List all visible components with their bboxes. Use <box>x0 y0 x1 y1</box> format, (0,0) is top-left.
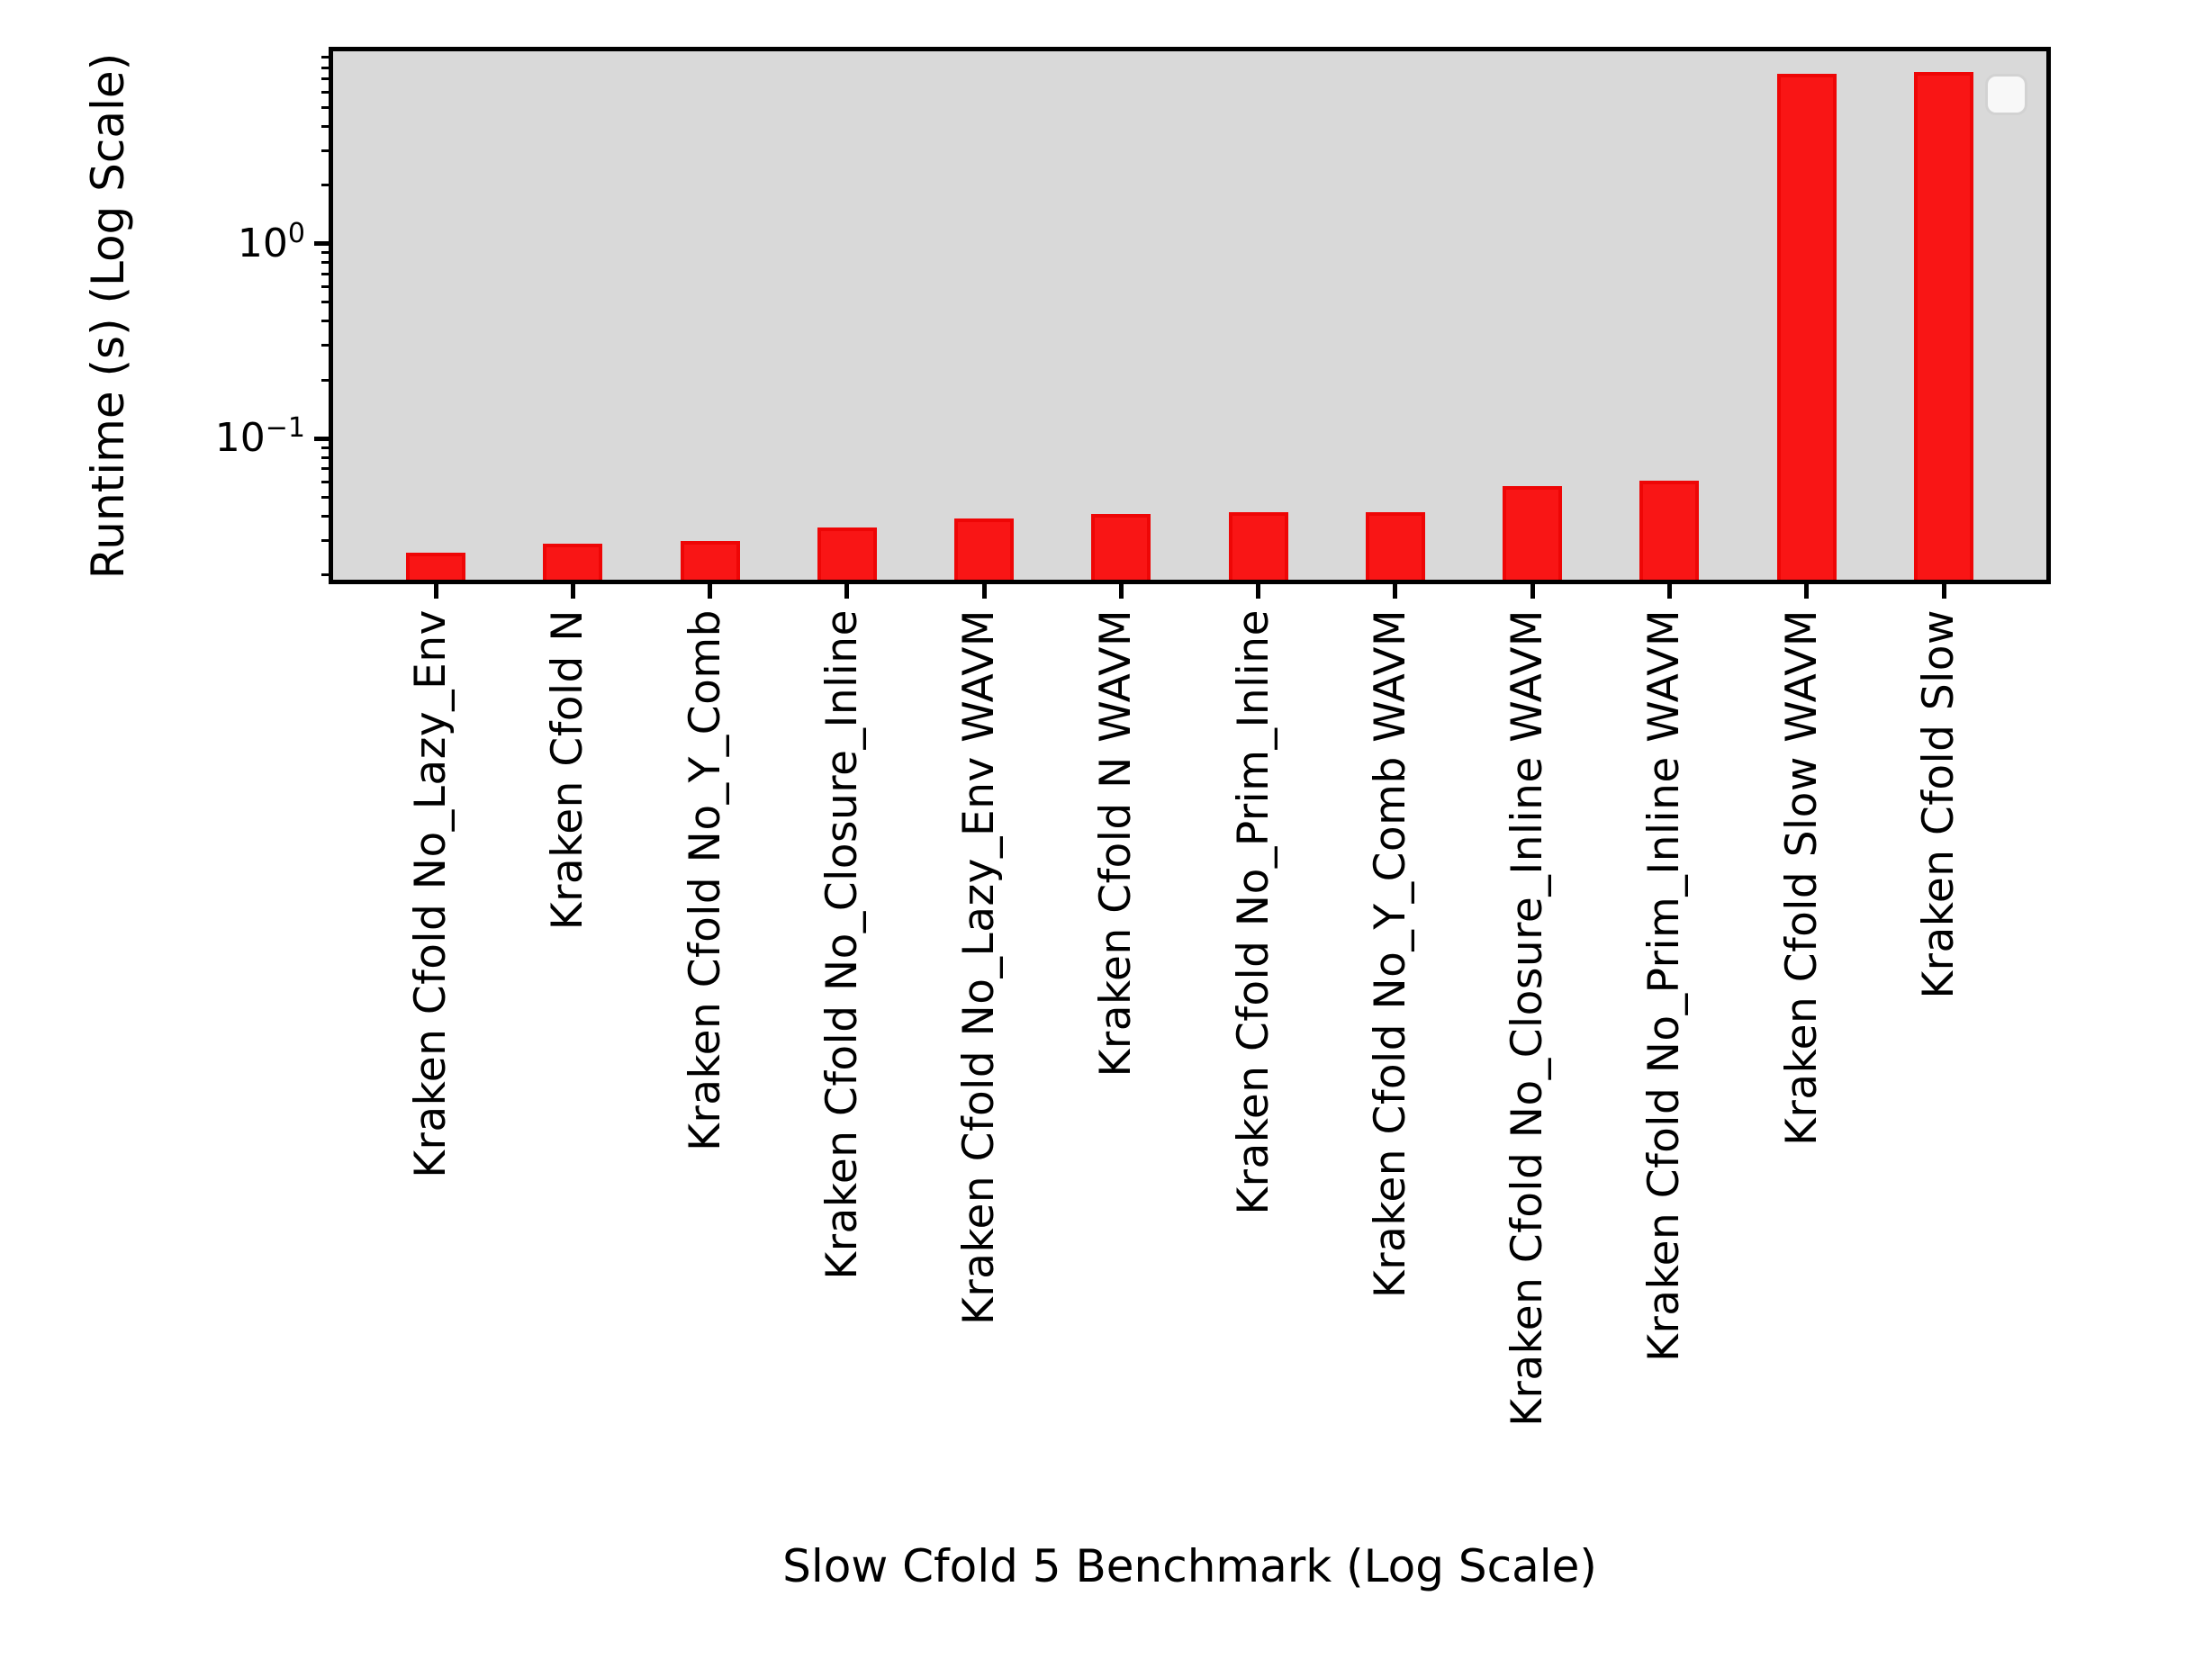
x-category-label: Kraken Cfold N WAVM <box>1091 609 1142 1077</box>
x-category-label: Kraken Cfold No_Closure_Inline <box>817 609 867 1280</box>
x-tick <box>433 582 438 599</box>
y-tick-label: 10−1 <box>215 415 305 458</box>
x-category-label: Kraken Cfold No_Lazy_Env <box>406 609 456 1178</box>
y-axis-title: Runtime (s) (Log Scale) <box>82 52 134 579</box>
y-minor-tick <box>321 149 331 152</box>
x-tick <box>570 582 575 599</box>
bar <box>1914 71 1973 582</box>
bar <box>1776 74 1837 582</box>
bar <box>543 543 603 582</box>
y-tick-label: 100 <box>237 220 305 266</box>
y-major-tick <box>314 436 331 441</box>
y-minor-tick <box>321 301 331 304</box>
x-tick <box>1118 582 1124 599</box>
y-minor-tick <box>321 183 331 186</box>
y-tick-base: 10 <box>237 220 288 266</box>
x-category-label: Kraken Cfold No_Y_Comb WAVM <box>1365 609 1415 1299</box>
x-tick <box>981 582 987 599</box>
bar <box>406 552 465 582</box>
y-tick-exponent: −1 <box>265 412 305 445</box>
y-minor-tick <box>321 378 331 382</box>
bar <box>817 527 877 582</box>
y-minor-tick <box>321 261 331 265</box>
y-minor-tick <box>321 446 331 449</box>
y-minor-tick <box>321 495 331 499</box>
bar <box>1091 514 1151 582</box>
bar <box>954 518 1015 582</box>
legend-box <box>1985 74 2027 115</box>
y-minor-tick <box>321 320 331 323</box>
x-tick <box>1530 582 1535 599</box>
y-minor-tick <box>321 514 331 518</box>
y-minor-tick <box>321 285 331 289</box>
bar <box>1365 511 1425 582</box>
y-minor-tick <box>321 105 331 109</box>
x-axis-title: Slow Cfold 5 Benchmark (Log Scale) <box>782 1540 1597 1592</box>
y-minor-tick <box>321 90 331 94</box>
y-minor-tick <box>321 480 331 483</box>
x-tick <box>1804 582 1810 599</box>
x-tick <box>708 582 713 599</box>
y-minor-tick <box>321 272 331 275</box>
y-minor-tick <box>321 124 331 128</box>
x-tick <box>1256 582 1261 599</box>
y-minor-tick <box>321 573 331 577</box>
x-category-label: Kraken Cfold No_Prim_Inline <box>1228 609 1278 1215</box>
y-minor-tick <box>321 467 331 471</box>
x-category-label: Kraken Cfold No_Closure_Inline WAVM <box>1503 609 1553 1427</box>
x-category-label: Kraken Cfold No_Prim_Inline WAVM <box>1639 609 1690 1362</box>
bar <box>680 540 740 582</box>
y-tick-base: 10 <box>214 415 266 462</box>
y-tick-exponent: 0 <box>287 217 305 249</box>
x-category-label: Kraken Cfold No_Y_Comb <box>680 609 730 1151</box>
y-minor-tick <box>321 66 331 69</box>
plot-area <box>331 50 2048 582</box>
y-major-tick <box>314 241 331 247</box>
bar <box>1639 480 1700 582</box>
y-minor-tick <box>321 344 331 347</box>
x-tick <box>844 582 850 599</box>
y-minor-tick <box>321 539 331 543</box>
x-tick <box>1393 582 1398 599</box>
y-minor-tick <box>321 56 331 59</box>
y-minor-tick <box>321 251 331 255</box>
bar <box>1503 486 1563 582</box>
x-category-label: Kraken Cfold Slow <box>1914 609 1964 999</box>
x-category-label: Kraken Cfold Slow WAVM <box>1776 609 1827 1146</box>
y-minor-tick <box>321 77 331 81</box>
x-tick <box>1666 582 1672 599</box>
x-category-label: Kraken Cfold No_Lazy_Env WAVM <box>954 609 1005 1325</box>
y-minor-tick <box>321 455 331 459</box>
bar <box>1228 511 1288 582</box>
x-category-label: Kraken Cfold N <box>543 609 593 931</box>
x-tick <box>1941 582 1946 599</box>
